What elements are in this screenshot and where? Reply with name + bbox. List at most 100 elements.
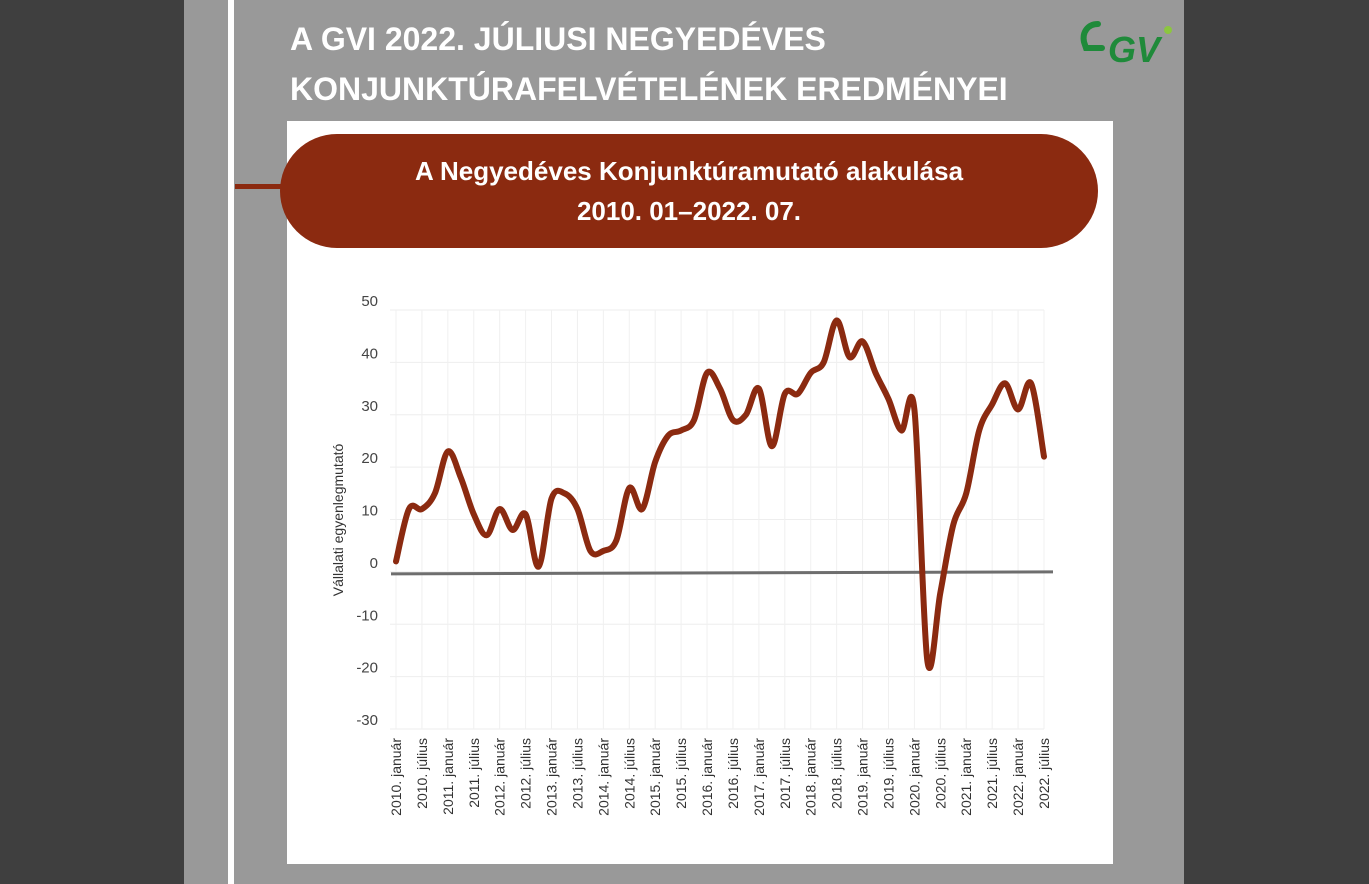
x-tick-label: 2022. január [1010,738,1026,816]
x-tick-label: 2011. július [466,738,482,808]
data-point [834,317,840,323]
data-point [821,359,827,365]
data-point [665,433,671,439]
data-point [885,396,891,402]
data-point [678,427,684,433]
chart-banner: A Negyedéves Konjunktúramutató alakulása… [280,134,1098,248]
data-point [393,558,399,564]
x-tick-label: 2019. július [880,738,896,809]
x-tick-label: 2018. július [829,738,845,809]
data-point [561,490,567,496]
y-tick-label: 50 [361,293,378,310]
page-title-line-1: A GVI 2022. JÚLIUSI NEGYEDÉVES [290,21,826,57]
x-tick-label: 2020. július [932,738,948,809]
x-tick-label: 2018. január [803,738,819,816]
data-point [406,506,412,512]
y-tick-label: 20 [361,450,378,467]
data-point [873,370,879,376]
data-point [704,370,710,376]
data-point [937,590,943,596]
data-point [484,532,490,538]
x-tick-label: 2016. január [699,738,715,816]
slide-background: A GVI 2022. JÚLIUSI NEGYEDÉVES KONJUNKTÚ… [184,0,1184,884]
data-point [445,448,451,454]
vertical-divider [228,0,234,884]
y-axis-title: Vállalati egyenlegmutató [330,444,346,597]
page-title: A GVI 2022. JÚLIUSI NEGYEDÉVES KONJUNKTÚ… [290,14,1110,114]
data-point [574,506,580,512]
series-points [393,317,1047,663]
data-point [989,401,995,407]
chart-banner-line-1: A Negyedéves Konjunktúramutató alakulása [414,156,964,186]
data-point [795,391,801,397]
x-tick-label: 2015. július [673,738,689,809]
data-point [536,564,542,570]
data-point [626,485,632,491]
x-tick-label: 2010. január [388,738,404,816]
x-tick-label: 2011. január [440,738,456,815]
y-tick-label: -20 [356,660,378,677]
x-tick-label: 2020. január [906,738,922,816]
data-point [613,537,619,543]
data-point [743,412,749,418]
data-point [1041,454,1047,460]
data-point [950,522,956,528]
chart-banner-line-2: 2010. 01–2022. 07. [576,196,802,226]
data-point [600,548,606,554]
data-point [717,386,723,392]
logo-text: GV [1108,29,1163,68]
data-point [652,459,658,465]
x-tick-label: 2013. január [544,738,560,816]
data-point [730,417,736,423]
data-point [769,443,775,449]
chart-gridlines [390,309,1045,730]
series-line [393,317,1047,672]
y-tick-label: -10 [356,607,378,624]
data-point [847,354,853,360]
x-tick-label: 2012. január [492,738,508,816]
x-tick-label: 2012. július [518,738,534,809]
y-tick-label: -30 [356,712,378,729]
data-point [419,506,425,512]
data-point [963,490,969,496]
x-tick-label: 2014. július [621,738,637,809]
zero-reference-line [390,570,1054,576]
y-axis-ticks: 50 40 30 20 10 0 -10 -20 -30 [356,293,378,729]
data-point [756,386,762,392]
x-tick-label: 2017. július [777,738,793,809]
data-point [898,427,904,433]
page-title-line-2: KONJUNKTÚRAFELVÉTELÉNEK EREDMÉNYEI [290,71,1008,107]
y-tick-label: 40 [361,345,378,362]
x-axis-ticks: 2010. január 2010. július 2011. január 2011… [388,738,1052,816]
data-point [860,338,866,344]
data-point [587,548,593,554]
gvi-logo: GV [1080,21,1172,68]
data-point [432,490,438,496]
data-point [976,427,982,433]
x-tick-label: 2016. július [725,738,741,809]
x-tick-label: 2021. július [984,738,1000,809]
y-tick-label: 0 [370,555,378,572]
data-point [911,407,917,413]
x-tick-label: 2013. július [569,738,585,809]
x-tick-label: 2021. január [958,738,974,816]
data-point [471,511,477,517]
data-point [549,496,555,502]
data-point [510,527,516,533]
x-tick-label: 2014. január [595,738,611,816]
data-point [782,391,788,397]
data-point [1015,407,1021,413]
x-tick-label: 2019. január [855,738,871,816]
data-point [497,506,503,512]
data-point [808,370,814,376]
data-point [924,658,930,664]
logo-dot-icon [1164,26,1172,34]
data-point [458,475,464,481]
data-point [523,511,529,517]
data-point [691,417,697,423]
data-point [1028,380,1034,386]
y-tick-label: 30 [361,398,378,415]
x-tick-label: 2010. július [414,738,430,809]
x-tick-label: 2022. július [1036,738,1052,809]
